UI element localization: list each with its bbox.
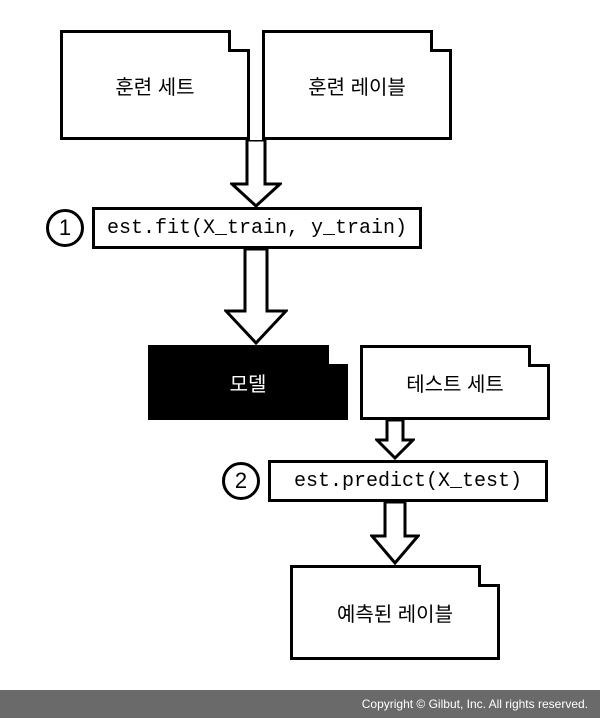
arrow-predict-to-labels bbox=[370, 502, 420, 565]
step-1-badge: 1 bbox=[46, 209, 84, 247]
step-number: 1 bbox=[59, 215, 71, 241]
node-label: 훈련 세트 bbox=[115, 71, 194, 100]
node-notch bbox=[528, 345, 550, 367]
node-notch bbox=[228, 30, 250, 52]
code-text: est.fit(X_train, y_train) bbox=[107, 217, 407, 240]
copyright-text: Copyright © Gilbut, Inc. All rights rese… bbox=[362, 697, 588, 711]
copyright-footer: Copyright © Gilbut, Inc. All rights rese… bbox=[0, 690, 600, 718]
arrow-fit-to-model bbox=[224, 249, 288, 345]
node-notch bbox=[430, 30, 452, 52]
node-label: 예측된 레이블 bbox=[337, 598, 453, 627]
code-text: est.predict(X_test) bbox=[294, 470, 522, 493]
arrow-test-to-predict bbox=[375, 420, 415, 460]
flowchart-canvas: 훈련 세트 훈련 레이블 모델 테스트 세트 예측된 레이블 est.fit(X… bbox=[0, 0, 600, 690]
node-label: 모델 bbox=[230, 368, 267, 397]
step-2-badge: 2 bbox=[222, 462, 260, 500]
node-notch bbox=[478, 565, 500, 587]
node-test-set: 테스트 세트 bbox=[360, 345, 550, 420]
codebox-fit: est.fit(X_train, y_train) bbox=[92, 207, 422, 249]
node-train-set: 훈련 세트 bbox=[60, 30, 250, 140]
node-label: 테스트 세트 bbox=[406, 368, 504, 397]
arrow-train-to-fit bbox=[230, 140, 282, 207]
node-label: 훈련 레이블 bbox=[308, 71, 406, 100]
node-predicted-labels: 예측된 레이블 bbox=[290, 565, 500, 660]
node-notch bbox=[326, 345, 348, 367]
step-number: 2 bbox=[235, 468, 247, 494]
node-train-labels: 훈련 레이블 bbox=[262, 30, 452, 140]
node-model: 모델 bbox=[148, 345, 348, 420]
codebox-predict: est.predict(X_test) bbox=[268, 460, 548, 502]
